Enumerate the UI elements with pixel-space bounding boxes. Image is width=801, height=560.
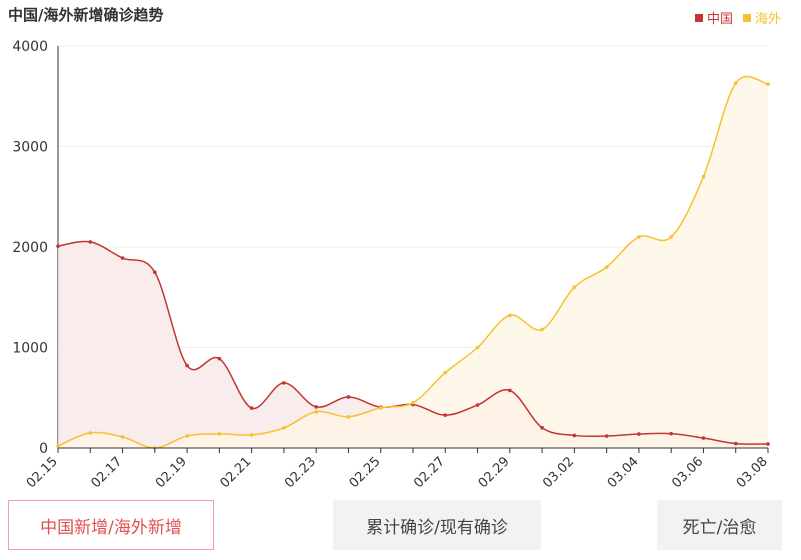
tab-new-cases[interactable]: 中国新增/海外新增: [8, 500, 214, 550]
point-overseas[interactable]: [346, 415, 351, 419]
point-overseas[interactable]: [282, 426, 286, 430]
point-overseas[interactable]: [540, 327, 544, 332]
line-overseas: [57, 75, 769, 449]
point-china[interactable]: [56, 244, 60, 248]
point-china[interactable]: [185, 363, 189, 368]
point-overseas[interactable]: [88, 431, 93, 435]
y-tick-label: 3000: [12, 140, 48, 156]
point-overseas[interactable]: [249, 433, 254, 437]
area-china: [58, 241, 768, 448]
x-tick-label: 03.08: [734, 454, 771, 491]
y-tick-label: 0: [39, 441, 48, 457]
x-tick-label: 02.25: [347, 454, 384, 491]
point-china[interactable]: [153, 270, 157, 275]
point-china[interactable]: [604, 434, 609, 438]
x-tick-label: 02.19: [153, 454, 190, 491]
point-overseas[interactable]: [637, 235, 641, 239]
point-china[interactable]: [766, 442, 770, 446]
point-overseas[interactable]: [766, 82, 770, 86]
point-overseas[interactable]: [56, 444, 60, 448]
point-overseas[interactable]: [120, 435, 125, 439]
tab-cumulative-cases[interactable]: 累计确诊/现有确诊: [333, 500, 541, 550]
point-overseas[interactable]: [314, 410, 318, 414]
point-china[interactable]: [282, 381, 286, 385]
x-tick-label: 03.06: [669, 454, 706, 491]
x-tick-label: 03.02: [540, 454, 577, 491]
point-overseas[interactable]: [669, 235, 673, 239]
point-china[interactable]: [540, 425, 544, 430]
point-overseas[interactable]: [508, 313, 512, 318]
point-overseas[interactable]: [411, 400, 415, 405]
point-china[interactable]: [475, 403, 480, 407]
x-axis: 02.15 02.17 02.19 02.21 02.23 02.25 02.27 02.29…: [24, 447, 771, 491]
point-overseas[interactable]: [475, 345, 480, 350]
point-overseas[interactable]: [572, 285, 577, 290]
y-tick-label: 4000: [12, 39, 48, 55]
y-tick-label: 2000: [12, 240, 48, 256]
point-china[interactable]: [669, 431, 673, 436]
point-china[interactable]: [701, 436, 706, 440]
x-tick-label: 02.15: [24, 454, 61, 491]
legend-swatch-china: [694, 13, 703, 22]
chart-title: 中国/海外新增确诊趋势: [8, 6, 164, 24]
point-china[interactable]: [508, 388, 512, 393]
legend-swatch-overseas: [742, 13, 751, 22]
x-tick-label: 02.27: [411, 454, 448, 491]
point-china[interactable]: [249, 406, 254, 410]
x-tick-label: 02.21: [218, 454, 255, 491]
legend-item-overseas[interactable]: 海外: [742, 8, 781, 27]
point-overseas[interactable]: [378, 406, 383, 410]
series-layer: [56, 75, 770, 450]
x-tick-label: 02.17: [88, 454, 125, 491]
y-axis: 0 1000 2000 3000 4000: [12, 39, 59, 457]
point-china[interactable]: [88, 240, 93, 244]
point-overseas[interactable]: [185, 434, 189, 438]
x-tick-label: 03.04: [605, 454, 642, 491]
point-overseas[interactable]: [733, 81, 738, 85]
point-overseas[interactable]: [217, 432, 222, 436]
point-china[interactable]: [120, 256, 125, 260]
point-china[interactable]: [217, 356, 222, 361]
point-overseas[interactable]: [701, 174, 706, 179]
legend: 中国 海外: [694, 8, 781, 27]
legend-item-china[interactable]: 中国: [694, 8, 733, 27]
point-china[interactable]: [637, 432, 641, 436]
area-overseas: [58, 76, 768, 449]
tab-death-cured[interactable]: 死亡/治愈: [657, 500, 782, 550]
legend-label-overseas: 海外: [754, 12, 781, 27]
point-china[interactable]: [572, 433, 577, 438]
point-china[interactable]: [733, 441, 738, 446]
point-china[interactable]: [443, 413, 448, 417]
legend-label-china: 中国: [706, 12, 733, 27]
x-tick-label: 02.23: [282, 454, 319, 491]
point-overseas[interactable]: [443, 370, 448, 375]
point-china[interactable]: [314, 405, 318, 409]
y-tick-label: 1000: [12, 341, 48, 357]
point-overseas[interactable]: [604, 265, 609, 269]
point-china[interactable]: [346, 395, 351, 399]
x-tick-label: 02.29: [476, 454, 513, 491]
